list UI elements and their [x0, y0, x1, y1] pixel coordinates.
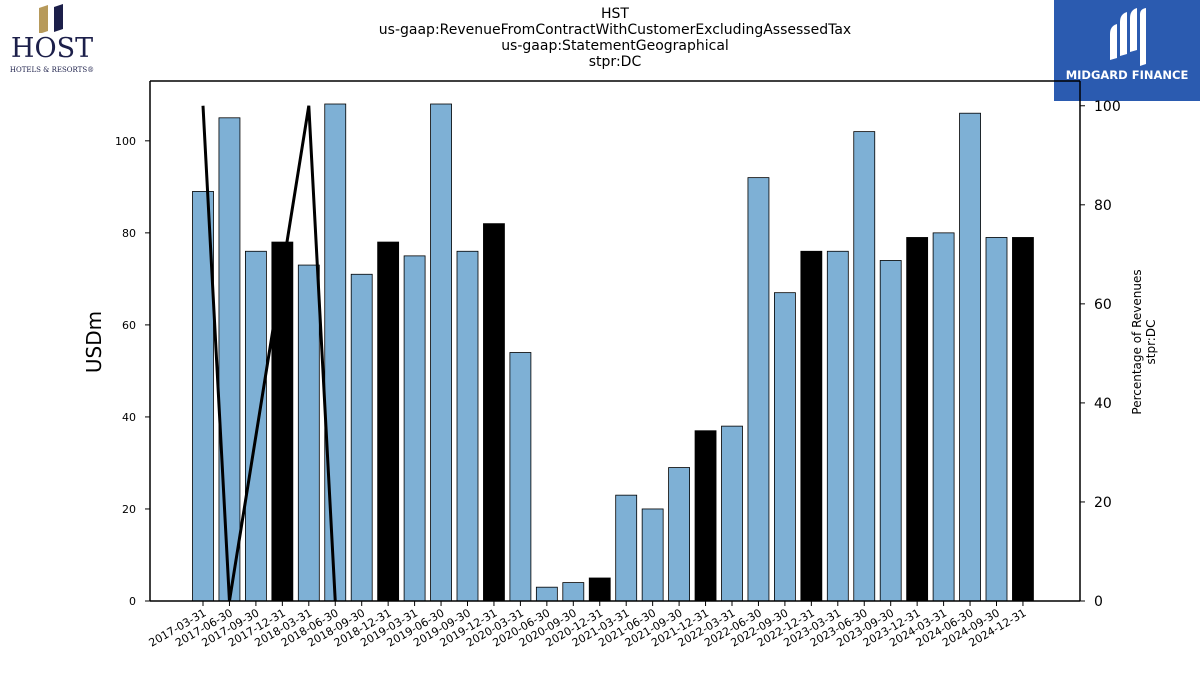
bar: [747, 177, 770, 602]
bar: [694, 430, 717, 602]
bar: [244, 250, 267, 602]
bar: [959, 112, 981, 602]
axes-layer: [149, 80, 1081, 602]
bar: [879, 260, 902, 602]
title-line: us-gaap:StatementGeographical: [501, 38, 729, 54]
bar: [403, 255, 426, 602]
title-line: stpr:DC: [588, 54, 642, 70]
y-axis-label: USDm: [82, 311, 106, 373]
bar: [985, 237, 1008, 602]
bar: [297, 264, 320, 602]
bar: [562, 582, 585, 602]
bar: [350, 273, 373, 602]
bar: [668, 467, 690, 602]
bar: [483, 223, 505, 602]
y2-tick-label: 40: [1094, 396, 1112, 412]
host-emblem-icon: [39, 4, 63, 33]
y-tick-label: 40: [122, 411, 136, 424]
bar: [853, 131, 876, 602]
bar: [1012, 237, 1034, 602]
bar: [324, 103, 347, 602]
bar: [430, 103, 452, 602]
bar: [774, 292, 796, 602]
bar: [641, 508, 664, 602]
y2-tick-label: 100: [1094, 99, 1121, 115]
midgard-emblem-icon: [1110, 8, 1146, 66]
bar: [906, 237, 929, 602]
bar: [588, 577, 611, 602]
bar: [721, 425, 743, 602]
percentage-line: [201, 105, 337, 602]
bar: [271, 241, 294, 602]
y-tick-label: 20: [122, 503, 136, 516]
y-tick-label: 80: [122, 227, 136, 240]
host-logo-tagline: HOTELS & RESORTS®: [9, 66, 95, 74]
line-layer: [201, 105, 337, 602]
y-tick-label: 0: [129, 595, 136, 608]
bar: [456, 250, 479, 602]
y2-tick-label: 20: [1094, 495, 1112, 511]
chart-title: HST us-gaap:RevenueFromContractWithCusto…: [300, 6, 930, 70]
midgard-logo-text: MIDGARD FINANCE: [1065, 68, 1189, 82]
y2-axis-label: Percentage of Revenues: [1130, 269, 1144, 414]
bar: [218, 117, 241, 602]
bar: [932, 232, 955, 602]
bar: [615, 494, 638, 602]
bar: [826, 250, 849, 602]
bar: [535, 586, 558, 602]
y-tick-label: 60: [122, 319, 136, 332]
host-logo: HOST HOTELS & RESORTS®: [2, 3, 102, 75]
y2-axis-label: stpr:DC: [1144, 320, 1158, 365]
title-line: us-gaap:RevenueFromContractWithCustomerE…: [378, 22, 852, 38]
midgard-logo: MIDGARD FINANCE: [1054, 0, 1200, 101]
y2-tick-label: 60: [1094, 297, 1112, 313]
bar: [377, 241, 400, 602]
host-logo-text: HOST: [10, 33, 94, 64]
bar: [800, 250, 823, 602]
y2-tick-label: 80: [1094, 198, 1112, 214]
bar: [509, 352, 532, 602]
bars-layer: [192, 103, 1034, 602]
y-tick-label: 100: [115, 135, 136, 148]
title-line: HST: [601, 6, 629, 22]
y2-tick-label: 0: [1094, 594, 1103, 610]
